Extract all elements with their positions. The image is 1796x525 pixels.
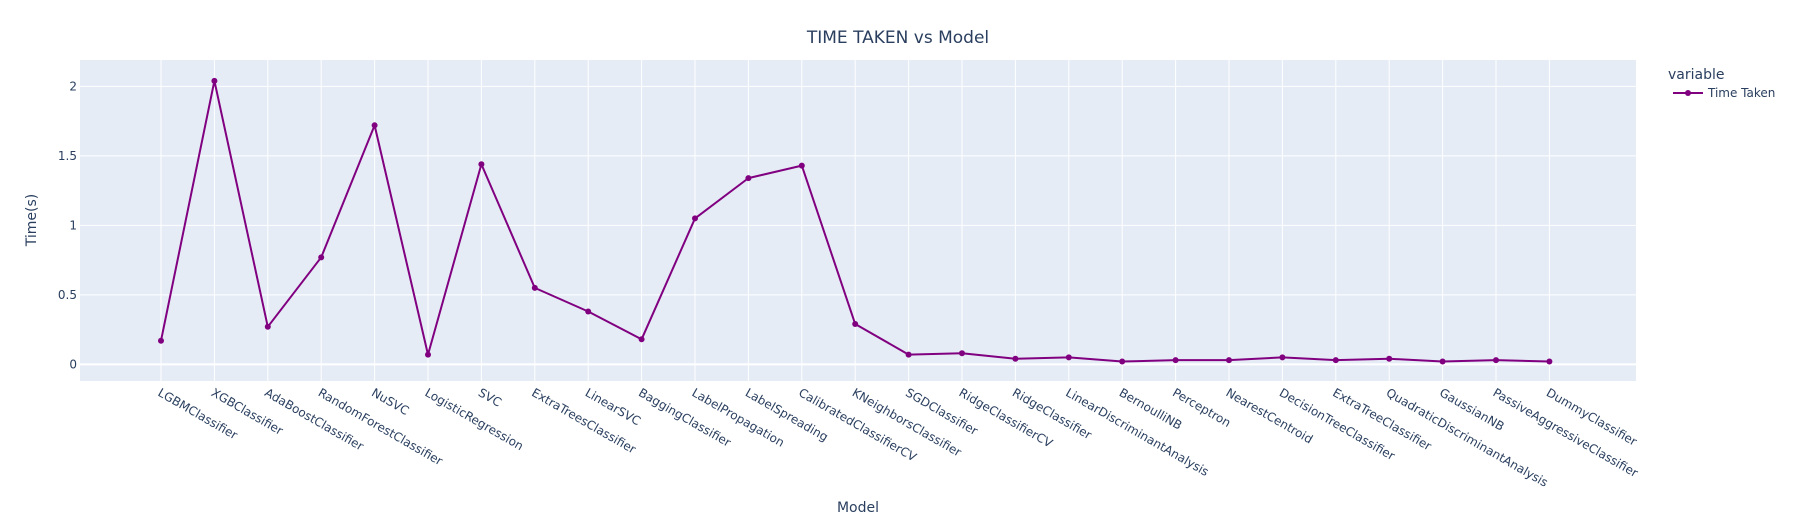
x-tick-label: NuSVC bbox=[369, 385, 411, 418]
legend-item-time-taken: Time Taken bbox=[1707, 86, 1775, 100]
y-tick-label: 2 bbox=[69, 79, 77, 93]
x-tick-label: RidgeClassifierCV bbox=[957, 385, 1056, 450]
data-point[interactable] bbox=[531, 284, 538, 291]
series-layer bbox=[158, 77, 1553, 365]
data-point[interactable] bbox=[1332, 357, 1339, 364]
data-point[interactable] bbox=[1439, 358, 1446, 365]
x-axis-title: Model bbox=[837, 500, 879, 516]
data-point[interactable] bbox=[1546, 358, 1553, 365]
data-point[interactable] bbox=[1386, 355, 1393, 362]
plot-area bbox=[80, 60, 1636, 381]
data-point[interactable] bbox=[905, 351, 912, 358]
data-point[interactable] bbox=[692, 215, 698, 222]
data-point[interactable] bbox=[1226, 357, 1232, 364]
x-tick-label: SVC bbox=[476, 385, 504, 409]
data-point[interactable] bbox=[425, 351, 431, 358]
data-point[interactable] bbox=[585, 308, 592, 315]
data-point[interactable] bbox=[1493, 357, 1499, 364]
data-point[interactable] bbox=[959, 350, 965, 357]
data-point[interactable] bbox=[745, 175, 752, 182]
data-point[interactable] bbox=[1012, 355, 1019, 362]
chart-title: TIME TAKEN vs Model bbox=[806, 28, 989, 48]
data-point[interactable] bbox=[264, 323, 271, 330]
x-tick-label: LabelPropagation bbox=[690, 385, 787, 449]
y-axis-ticks: 0 0.5 1 1.5 2 bbox=[58, 79, 77, 371]
legend-title: variable bbox=[1668, 67, 1724, 83]
x-tick-label: LogisticRegression bbox=[423, 385, 526, 453]
data-point[interactable] bbox=[638, 336, 645, 343]
data-point[interactable] bbox=[318, 254, 325, 261]
data-point[interactable] bbox=[852, 321, 859, 328]
legend-swatch-marker bbox=[1685, 90, 1691, 96]
data-point[interactable] bbox=[1119, 358, 1126, 365]
x-axis-ticks: LGBMClassifierXGBClassifierAdaBoostClass… bbox=[156, 385, 1641, 489]
data-point[interactable] bbox=[478, 161, 485, 168]
data-point[interactable] bbox=[1279, 354, 1286, 361]
y-axis-title: Time(s) bbox=[24, 194, 40, 247]
grid-lines bbox=[80, 60, 1636, 381]
y-tick-label: 0 bbox=[69, 357, 77, 371]
data-point[interactable] bbox=[1065, 354, 1072, 361]
data-point[interactable] bbox=[1172, 357, 1179, 364]
y-tick-label: 0.5 bbox=[58, 288, 77, 302]
y-tick-label: 1 bbox=[69, 218, 77, 232]
data-point[interactable] bbox=[158, 337, 164, 344]
legend[interactable]: variable Time Taken bbox=[1668, 67, 1775, 100]
y-tick-label: 1.5 bbox=[58, 149, 77, 163]
data-point[interactable] bbox=[371, 122, 378, 129]
data-point[interactable] bbox=[211, 77, 218, 84]
x-tick-label: AdaBoostClassifier bbox=[262, 385, 366, 453]
data-point[interactable] bbox=[798, 162, 805, 169]
x-tick-label: BaggingClassifier bbox=[636, 385, 733, 449]
